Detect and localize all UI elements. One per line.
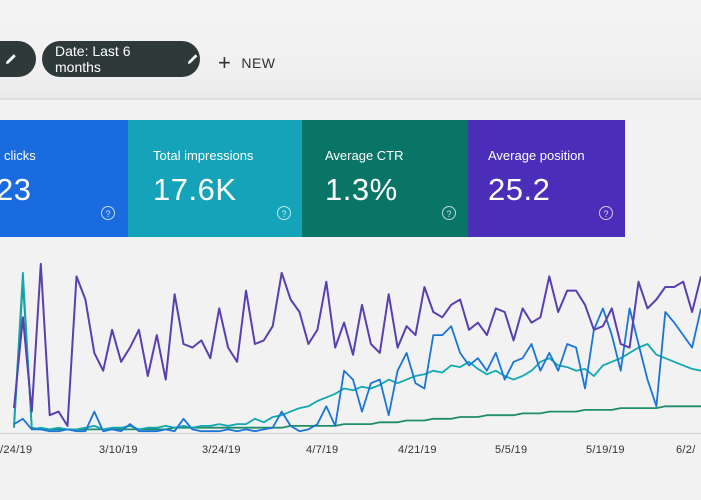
metric-label: Average position <box>488 148 585 163</box>
series-line-0 <box>13 262 701 427</box>
metric-card-total-impressions[interactable]: Total impressions 17.6K ? <box>128 120 302 237</box>
date-filter-label: Date: Last 6 months <box>55 43 131 75</box>
help-circle-icon[interactable]: ? <box>101 206 115 220</box>
help-circle-icon[interactable]: ? <box>442 206 456 220</box>
metric-value: 17.6K <box>153 172 237 207</box>
help-circle-icon[interactable]: ? <box>277 206 291 220</box>
pencil-icon <box>6 54 16 64</box>
series-line-2 <box>13 271 701 431</box>
x-tick-label: 3/24/19 <box>202 444 241 456</box>
date-filter-chip[interactable]: Date: Last 6 months <box>42 41 200 77</box>
new-filter-button[interactable]: + NEW <box>218 52 276 74</box>
x-tick-label: 6/2/ <box>676 444 696 456</box>
filter-toolbar: Date: Last 6 months + NEW <box>0 0 701 100</box>
filter-chip-partial[interactable] <box>0 41 36 77</box>
metric-label: Total impressions <box>153 148 254 163</box>
metric-card-average-ctr[interactable]: Average CTR 1.3% ? <box>302 120 468 237</box>
performance-line-chart <box>0 262 701 434</box>
help-circle-icon[interactable]: ? <box>599 206 613 220</box>
x-tick-label: 5/5/19 <box>495 444 528 456</box>
x-tick-label: 4/21/19 <box>398 444 437 456</box>
toolbar-divider <box>0 98 701 100</box>
x-tick-label: 5/19/19 <box>586 444 625 456</box>
metric-card-average-position[interactable]: Average position 25.2 ? <box>468 120 625 237</box>
metric-value: 25.2 <box>488 172 551 207</box>
x-tick-label: 4/7/19 <box>306 444 339 456</box>
metric-label: Average CTR <box>325 148 404 163</box>
metric-card-clicks[interactable]: clicks 23 ? <box>0 120 128 237</box>
metric-value: 1.3% <box>325 172 398 207</box>
plus-icon: + <box>218 50 232 75</box>
x-tick-label: /24/19 <box>0 444 33 456</box>
pencil-icon <box>188 54 198 64</box>
metric-cards: clicks 23 ? Total impressions 17.6K ? Av… <box>0 120 625 237</box>
new-filter-label: NEW <box>241 55 276 71</box>
x-tick-label: 3/10/19 <box>99 444 138 456</box>
metric-value: 23 <box>0 172 32 207</box>
series-line-3 <box>13 280 701 431</box>
metric-label: clicks <box>4 148 36 163</box>
series-line-1 <box>13 307 701 433</box>
